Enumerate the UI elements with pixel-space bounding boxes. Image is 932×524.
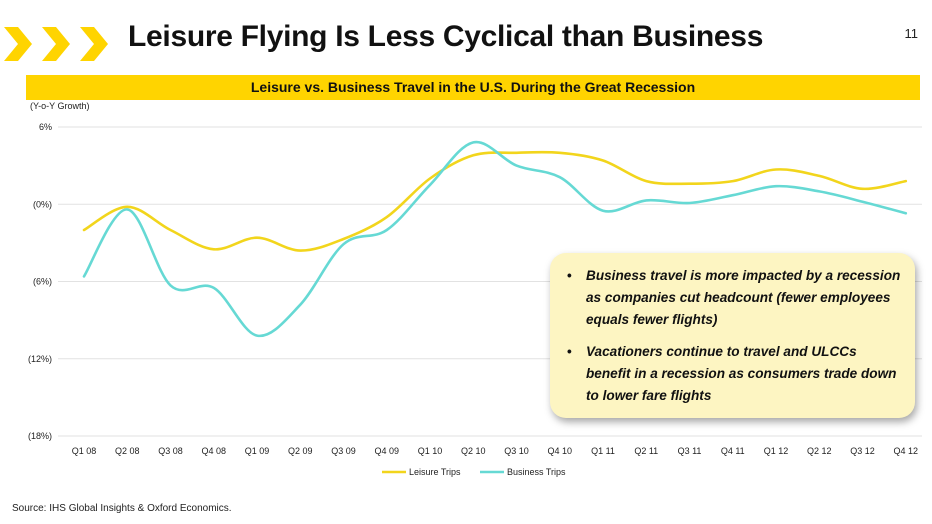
x-tick-label: Q3 09: [331, 446, 356, 456]
x-tick-label: Q1 09: [245, 446, 270, 456]
page-title: Leisure Flying Is Less Cyclical than Bus…: [128, 20, 764, 53]
y-tick-label: (12%): [28, 354, 52, 364]
x-tick-label: Q2 11: [634, 446, 658, 456]
x-tick-label: Q2 12: [807, 446, 832, 456]
legend-label: Business Trips: [507, 467, 566, 477]
source-note: Source: IHS Global Insights & Oxford Eco…: [12, 503, 232, 514]
callout-text: Business travel is more impacted by a re…: [586, 268, 901, 327]
x-tick-label: Q3 10: [504, 446, 529, 456]
x-tick-label: Q2 08: [115, 446, 140, 456]
x-tick-label: Q4 11: [721, 446, 745, 456]
callout-box: • Business travel is more impacted by a …: [550, 253, 915, 418]
x-tick-label: Q4 12: [893, 446, 918, 456]
x-tick-label: Q1 08: [72, 446, 97, 456]
x-tick-label: Q3 08: [158, 446, 183, 456]
legend-label: Leisure Trips: [409, 467, 461, 477]
x-tick-label: Q1 11: [591, 446, 615, 456]
chevron-arrows-icon: [4, 27, 108, 61]
y-tick-label: (0%): [33, 199, 52, 209]
series-line-leisure: [82, 150, 908, 252]
x-tick-label: Q1 10: [418, 446, 443, 456]
series-line-business: [82, 140, 908, 337]
callout-bullet: • Business travel is more impacted by a …: [564, 265, 903, 331]
x-tick-label: Q4 08: [201, 446, 226, 456]
bullet-icon: •: [567, 344, 572, 359]
x-tick-label: Q2 10: [461, 446, 486, 456]
page-number: 11: [904, 26, 919, 41]
y-tick-label: (6%): [33, 277, 52, 287]
x-tick-label: Q4 10: [547, 446, 572, 456]
x-tick-label: Q3 12: [850, 446, 875, 456]
bullet-icon: •: [567, 268, 572, 283]
chart-title-banner: Leisure vs. Business Travel in the U.S. …: [26, 75, 920, 100]
x-tick-label: Q2 09: [288, 446, 313, 456]
y-tick-label: 6%: [39, 122, 52, 132]
callout-bullet: • Vacationers continue to travel and ULC…: [564, 341, 903, 407]
x-tick-label: Q1 12: [764, 446, 789, 456]
y-tick-label: (18%): [28, 431, 52, 441]
x-tick-label: Q4 09: [374, 446, 399, 456]
callout-text: Vacationers continue to travel and ULCCs…: [586, 344, 897, 403]
y-axis-label: (Y-o-Y Growth): [30, 101, 90, 111]
x-tick-label: Q3 11: [678, 446, 702, 456]
